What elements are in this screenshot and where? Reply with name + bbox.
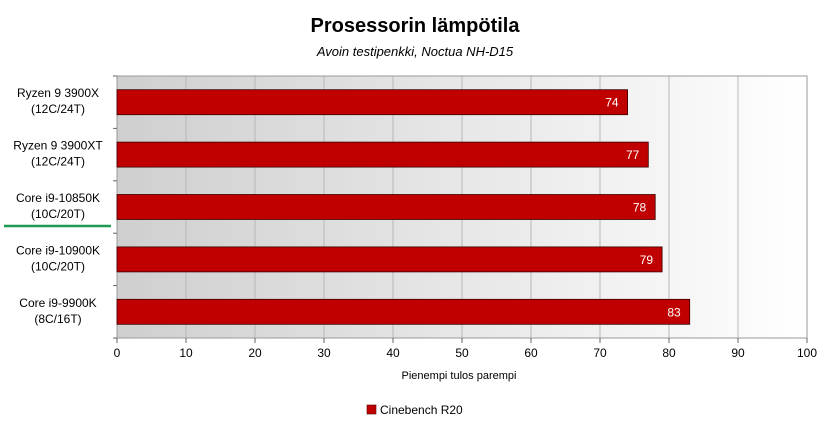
x-tick-label: 20 [248, 346, 262, 360]
y-tick-label: Core i9-9900K (8C/16T) [19, 296, 96, 326]
chart-title: Prosessorin lämpötila [311, 15, 521, 37]
legend: Cinebench R20 [366, 403, 463, 417]
y-tick-label: Ryzen 9 3900X (12C/24T) [17, 86, 99, 116]
bar [116, 298, 691, 325]
plot-area: 74 Ryzen 9 3900X (12C/24T) 77 Ryzen 9 3900XT… [4, 75, 817, 360]
y-tick-label: Core i9-10900K (10C/20T) [16, 243, 100, 273]
bar-value-label: 77 [626, 148, 640, 162]
bar [116, 246, 663, 273]
x-tick-label: 10 [179, 346, 193, 360]
legend-item-label: Cinebench R20 [380, 403, 463, 417]
y-tick-label: Ryzen 9 3900XT (12C/24T) [13, 139, 103, 169]
x-tick-label: 30 [317, 346, 331, 360]
x-tick-label: 70 [593, 346, 607, 360]
bar-value-label: 79 [640, 253, 654, 267]
x-tick-label: 60 [524, 346, 538, 360]
bar-value-label: 74 [605, 96, 619, 110]
chart-subtitle: Avoin testipenkki, Noctua NH-D15 [316, 44, 514, 59]
bar-value-label: 83 [667, 305, 681, 319]
x-tick-label: 100 [797, 346, 817, 360]
x-axis-label: Pienempi tulos parempi [402, 370, 517, 382]
x-tick-label: 40 [386, 346, 400, 360]
bar [116, 89, 629, 116]
bar [116, 141, 649, 168]
x-tick-label: 0 [114, 346, 121, 360]
legend-swatch [366, 404, 377, 415]
y-tick-label: Core i9-10850K (10C/20T) [16, 191, 100, 221]
x-tick-label: 50 [455, 346, 469, 360]
x-tick-label: 80 [662, 346, 676, 360]
x-tick-label: 90 [731, 346, 745, 360]
bar-value-label: 78 [633, 201, 647, 215]
bar [116, 194, 656, 220]
